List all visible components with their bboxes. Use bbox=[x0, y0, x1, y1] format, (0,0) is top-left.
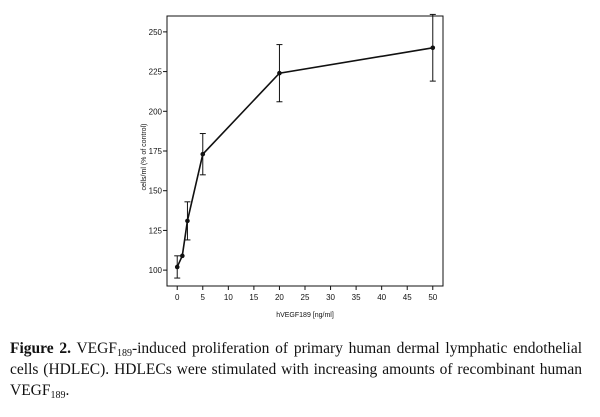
caption-subscript-2: 189 bbox=[50, 390, 66, 401]
y-tick-label: 150 bbox=[149, 187, 163, 196]
y-tick-label: 200 bbox=[149, 107, 163, 116]
y-axis: 100 125 150 175 200 225 250 bbox=[149, 28, 167, 275]
x-tick-label: 10 bbox=[224, 293, 233, 302]
data-series bbox=[174, 13, 436, 279]
x-axis: 0 5 10 15 20 25 30 35 40 45 50 bbox=[175, 286, 438, 302]
y-tick-label: 100 bbox=[149, 266, 163, 275]
data-point bbox=[430, 45, 436, 51]
y-tick-label: 125 bbox=[149, 226, 163, 235]
data-point bbox=[180, 253, 185, 259]
y-tick-label: 250 bbox=[149, 28, 163, 37]
x-tick-label: 0 bbox=[175, 293, 180, 302]
x-axis-label: hVEGF189 [ng/ml] bbox=[276, 312, 334, 319]
caption-subscript-1: 189 bbox=[116, 348, 132, 359]
x-tick-label: 20 bbox=[275, 293, 284, 302]
series-line bbox=[176, 47, 433, 268]
x-tick-label: 40 bbox=[377, 293, 386, 302]
data-point bbox=[200, 151, 206, 157]
x-tick-label: 15 bbox=[249, 293, 258, 302]
caption-text-3: . bbox=[65, 382, 70, 399]
x-tick-label: 35 bbox=[352, 293, 361, 302]
y-tick-label: 225 bbox=[149, 68, 163, 77]
caption-text-1: VEGF bbox=[71, 340, 117, 357]
caption-label: Figure 2. bbox=[10, 340, 72, 357]
caption-text-2: -induced proliferation of primary human … bbox=[10, 340, 582, 399]
x-tick-label: 50 bbox=[428, 293, 437, 302]
x-tick-label: 30 bbox=[326, 293, 335, 302]
x-tick-label: 5 bbox=[201, 293, 206, 302]
x-tick-label: 25 bbox=[301, 293, 310, 302]
x-tick-label: 45 bbox=[403, 293, 412, 302]
data-point bbox=[277, 70, 282, 76]
y-tick-label: 175 bbox=[149, 147, 163, 156]
y-axis-label: cells/ml (% of control) bbox=[141, 124, 148, 191]
chart: 100 125 150 175 200 225 250 0 5 10 15 20 25 30 35 40 45… bbox=[141, 13, 444, 319]
data-point bbox=[174, 264, 180, 270]
data-point bbox=[185, 218, 190, 224]
figure-caption: Figure 2. VEGF189-induced proliferation … bbox=[10, 338, 582, 401]
plot-frame bbox=[166, 15, 444, 287]
